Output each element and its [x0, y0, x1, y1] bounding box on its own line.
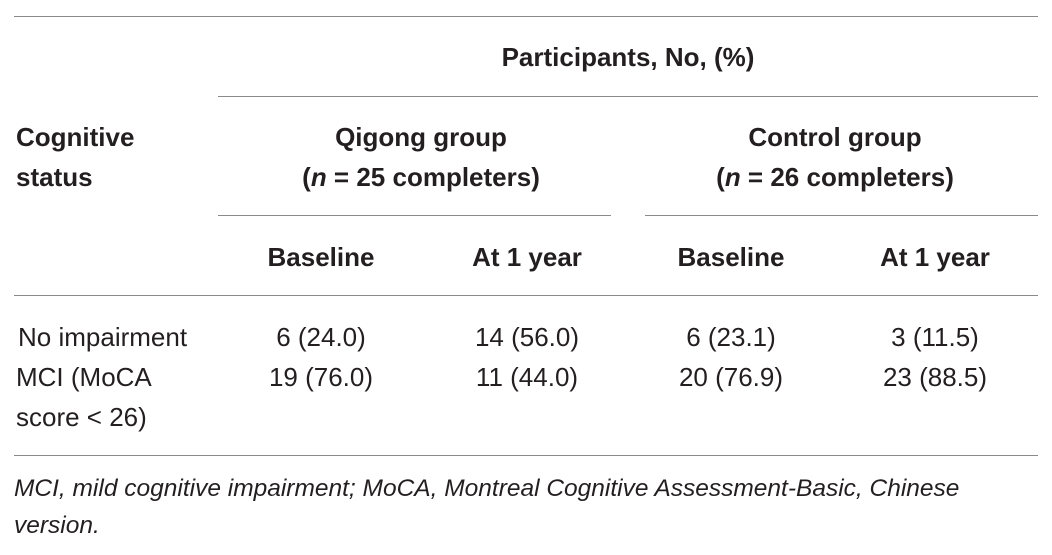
qigong-group-n: (n = 25 completers) [218, 157, 624, 197]
qigong-n-open: ( [302, 162, 311, 192]
qigong-group-header: Qigong group [335, 122, 507, 152]
control-group-header: Control group [748, 122, 922, 152]
control-baseline-header: Baseline [677, 242, 785, 272]
control-n-variable: n [724, 162, 741, 192]
control-group-rule [645, 215, 1038, 216]
row-label: No impairment [18, 322, 188, 352]
qigong-baseline-header: Baseline [267, 242, 375, 272]
qigong-n-rest: = 25 completers) [326, 162, 540, 192]
row-label-line1: MCI (MoCA [16, 362, 152, 392]
control-year-cell: 23 (88.5) [882, 362, 988, 392]
qigong-year-header: At 1 year [472, 242, 582, 272]
control-year-header: At 1 year [880, 242, 990, 272]
participants-header: Participants, No, (%) [501, 42, 755, 72]
control-baseline-cell: 6 (23.1) [686, 322, 776, 352]
footnote-line1: MCI, mild cognitive impairment; MoCA, Mo… [14, 475, 960, 502]
qigong-group-rule [218, 215, 611, 216]
cognitive-status-header-line1: Cognitive [16, 122, 135, 152]
qigong-baseline-cell: 6 (24.0) [276, 322, 366, 352]
row-label-line2: score < 26) [16, 402, 147, 432]
footnote-line2: version. [14, 512, 100, 539]
control-baseline-cell: 20 (76.9) [678, 362, 784, 392]
qigong-year-cell: 11 (44.0) [475, 362, 579, 392]
header-bottom-rule [14, 295, 1038, 296]
qigong-year-cell: 14 (56.0) [474, 322, 580, 352]
qigong-n-variable: n [310, 162, 327, 192]
qigong-baseline-cell: 19 (76.0) [268, 362, 374, 392]
participants-rule [218, 96, 1038, 97]
control-year-cell: 3 (11.5) [891, 322, 979, 352]
control-n-open: ( [716, 162, 725, 192]
top-rule [14, 16, 1038, 17]
control-group-n: (n = 26 completers) [632, 157, 1038, 197]
control-n-rest: = 26 completers) [740, 162, 954, 192]
cognitive-status-header-line2: status [16, 162, 93, 192]
table-bottom-rule [14, 455, 1038, 456]
